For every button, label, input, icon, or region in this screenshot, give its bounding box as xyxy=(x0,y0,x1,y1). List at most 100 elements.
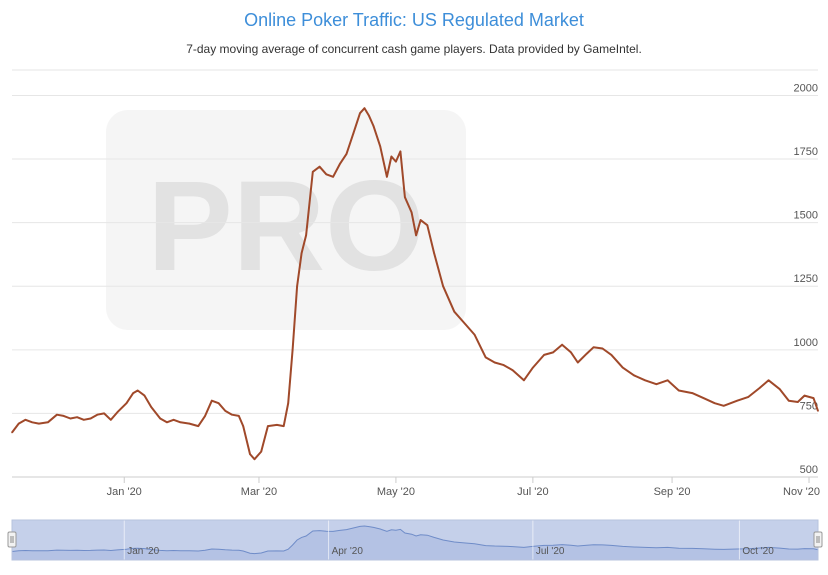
data-point xyxy=(38,422,40,425)
x-tick-label: Nov '20 xyxy=(783,486,820,498)
data-point xyxy=(287,402,290,405)
data-point xyxy=(570,351,572,354)
y-tick-label: 1250 xyxy=(794,273,818,285)
data-point xyxy=(83,419,85,421)
navigator-tick-label: Oct '20 xyxy=(742,546,774,557)
data-point xyxy=(713,402,716,405)
y-tick-label: 750 xyxy=(800,400,818,412)
data-point xyxy=(339,163,341,165)
data-point xyxy=(62,415,65,417)
data-point xyxy=(702,397,705,399)
data-point xyxy=(502,364,505,366)
y-tick-label: 1500 xyxy=(794,210,818,222)
data-point xyxy=(363,107,366,109)
data-point xyxy=(493,361,496,364)
navigator-tick-label: Jul '20 xyxy=(536,546,565,557)
data-point xyxy=(410,211,413,214)
y-tick-label: 1750 xyxy=(794,146,818,158)
data-point xyxy=(267,425,269,427)
watermark-text: PRO xyxy=(147,155,424,298)
data-point xyxy=(592,346,595,349)
data-point xyxy=(666,379,669,382)
data-point xyxy=(231,413,233,416)
data-point xyxy=(484,356,487,359)
data-point xyxy=(132,392,134,394)
data-point xyxy=(368,115,370,117)
data-point xyxy=(282,425,285,427)
data-point xyxy=(610,354,613,356)
data-point xyxy=(197,425,200,427)
data-point xyxy=(390,155,393,158)
data-point xyxy=(803,394,806,397)
data-point xyxy=(172,419,175,421)
data-point xyxy=(691,392,694,394)
data-point xyxy=(532,366,534,369)
navigator-left-handle[interactable] xyxy=(7,531,17,548)
data-point xyxy=(386,176,388,178)
x-axis: Jan '20 Mar '20 May '20 Jul '20 Sep '20 Nov '… xyxy=(12,476,820,498)
data-point xyxy=(291,349,294,351)
data-point xyxy=(47,421,49,424)
series-group xyxy=(11,107,819,461)
data-point xyxy=(260,450,263,453)
data-point xyxy=(211,399,213,402)
data-point xyxy=(150,406,152,408)
watermark-badge xyxy=(106,110,466,330)
data-point xyxy=(372,125,375,127)
data-point xyxy=(204,415,206,417)
data-point xyxy=(136,389,139,392)
data-point xyxy=(473,333,476,336)
data-point xyxy=(305,234,307,237)
data-point xyxy=(817,410,819,412)
data-point xyxy=(552,351,554,354)
data-point xyxy=(601,347,604,350)
data-point xyxy=(523,379,525,382)
x-tick-label: Jul '20 xyxy=(517,486,548,498)
data-point xyxy=(797,401,799,403)
y-tick-label: 2000 xyxy=(794,82,818,94)
data-point xyxy=(577,361,579,364)
data-point xyxy=(426,224,429,226)
chart-title: Online Poker Traffic: US Regulated Marke… xyxy=(244,10,584,30)
data-point xyxy=(788,399,790,402)
data-point xyxy=(166,421,168,424)
data-point xyxy=(345,153,348,155)
data-point xyxy=(125,402,128,405)
data-point xyxy=(779,388,781,391)
data-point xyxy=(415,234,417,237)
data-point xyxy=(217,402,220,405)
y-tick-label: 500 xyxy=(800,464,818,476)
data-point xyxy=(238,415,240,417)
navigator[interactable]: Jan '20 Apr '20 Jul '20 Oct '20 xyxy=(7,519,823,561)
data-point xyxy=(332,176,334,178)
data-point xyxy=(644,379,646,382)
data-point xyxy=(116,411,119,413)
y-axis: 500 750 1000 1250 1500 1750 2000 xyxy=(794,82,818,476)
data-point xyxy=(419,219,422,221)
data-point xyxy=(767,379,770,382)
data-point xyxy=(511,369,514,372)
data-point xyxy=(678,389,680,392)
data-point xyxy=(249,453,251,455)
navigator-tick-label: Jan '20 xyxy=(127,546,159,557)
navigator-right-handle[interactable] xyxy=(813,531,823,548)
data-point xyxy=(812,397,815,399)
navigator-area xyxy=(12,526,818,560)
chart-subtitle: 7-day moving average of concurrent cash … xyxy=(186,42,642,56)
data-point xyxy=(758,387,761,389)
series-line xyxy=(11,107,819,461)
data-point xyxy=(433,252,435,254)
data-point xyxy=(143,394,146,397)
data-point xyxy=(24,419,27,421)
data-point xyxy=(352,132,355,135)
data-point xyxy=(188,422,191,425)
data-point xyxy=(561,343,563,346)
data-point xyxy=(89,417,92,420)
y-tick-label: 1000 xyxy=(794,337,818,349)
x-tick-label: Mar '20 xyxy=(241,486,277,498)
data-point xyxy=(159,417,161,420)
data-point xyxy=(253,458,256,461)
data-point xyxy=(586,352,588,355)
data-point xyxy=(56,413,58,416)
data-point xyxy=(655,383,658,386)
